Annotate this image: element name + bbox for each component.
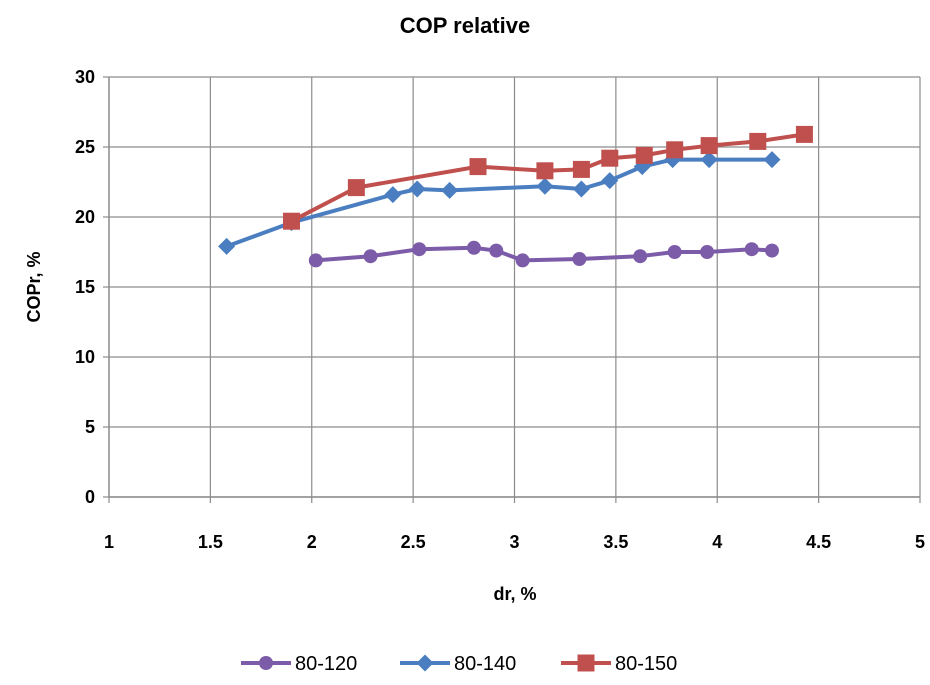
y-tick-label: 25 [75,137,95,157]
y-axis-title: COPr, % [24,251,44,322]
data-point [635,146,653,164]
data-point [601,172,619,190]
legend-marker [416,654,434,672]
data-point [515,253,530,268]
x-tick-label: 4.5 [806,532,831,552]
legend-item: 80-120 [241,653,357,675]
y-tick-label: 10 [75,347,95,367]
data-point [700,151,718,169]
legend-item: 80-140 [400,653,516,675]
data-point [363,249,378,264]
data-point [536,162,554,180]
series-line [315,245,773,263]
data-point [700,245,715,259]
x-axis-title: dr, % [493,584,536,604]
data-point [536,177,554,195]
x-tick-label: 5 [915,532,925,552]
data-point [700,137,718,155]
chart-title: COP relative [400,13,530,38]
legend: 80-120 80-140 80-150 [241,653,677,675]
x-tick-label: 1.5 [198,532,223,552]
legend-label: 80-140 [454,653,516,675]
y-tick-label: 20 [75,207,95,227]
series-80-150 [282,125,813,230]
data-point [384,186,402,204]
x-tick-label: 4 [712,532,722,552]
x-tick-label: 2.5 [401,532,426,552]
data-point [572,180,590,198]
y-tick-label: 0 [85,487,95,507]
data-point [466,240,481,255]
legend-label: 80-120 [295,653,357,675]
axes: 0 5 10 15 20 25 30 1 1.5 2 2.5 3 3.5 4 4.5 5 [75,67,925,552]
series-group [218,125,813,268]
data-point [749,132,767,150]
data-point [489,243,504,258]
data-point [218,237,236,255]
data-point [667,245,682,259]
data-point [795,125,813,143]
y-tick-label: 5 [85,417,95,437]
legend-marker [259,656,273,670]
x-tick-label: 2 [307,532,317,552]
data-point [282,212,300,230]
x-tick-label: 1 [104,532,114,552]
series-line [225,157,772,249]
data-point [744,242,759,257]
series-80-120 [308,240,779,268]
data-point [572,160,590,178]
legend-item: 80-150 [561,653,677,675]
data-point [764,243,779,258]
y-tick-label: 15 [75,277,95,297]
data-point [308,253,323,268]
data-point [601,149,619,167]
legend-label: 80-150 [615,653,677,675]
data-point [763,151,781,169]
legend-marker [577,654,595,672]
y-tick-label: 30 [75,67,95,87]
x-tick-label: 3.5 [603,532,628,552]
x-tick-label: 3 [509,532,519,552]
data-point [469,158,487,176]
data-point [408,180,426,198]
data-point [572,252,587,266]
data-point [412,242,427,257]
data-point [633,249,648,264]
data-point [666,141,684,159]
data-point [347,179,365,197]
data-point [441,181,459,199]
